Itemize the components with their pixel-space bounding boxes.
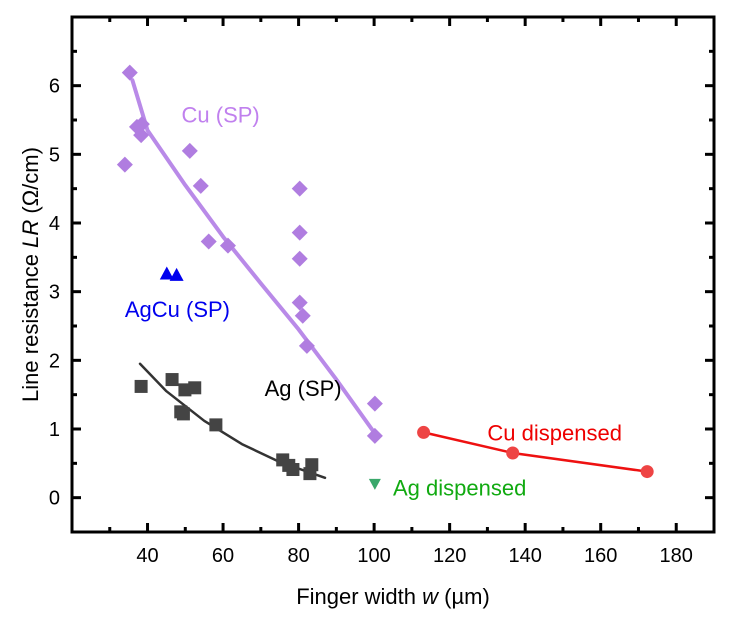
data-point (366, 427, 383, 444)
annotation-cu-sp: Cu (SP) (182, 103, 260, 128)
data-point (368, 478, 381, 490)
data-point (305, 458, 319, 472)
x-tick-label: 60 (212, 545, 234, 567)
data-point (291, 180, 308, 197)
y-axis-title: Line resistance LR (Ω/cm) (18, 147, 43, 402)
series-agcu-sp (159, 266, 184, 281)
data-point (200, 233, 217, 250)
fit-line-cu-sp (130, 78, 377, 435)
y-tick-label: 0 (49, 488, 60, 510)
fit-lines (130, 78, 649, 480)
data-point (116, 156, 133, 173)
data-point (366, 395, 383, 412)
data-point (178, 383, 192, 397)
y-tick-label: 6 (49, 76, 60, 98)
annotation-ag-dispensed: Ag dispensed (393, 475, 526, 500)
x-tick-label: 100 (357, 545, 390, 567)
x-tick-label: 140 (508, 545, 541, 567)
data-point (181, 142, 198, 159)
data-markers (116, 64, 654, 490)
data-point (506, 446, 520, 460)
y-tick-label: 3 (49, 282, 60, 304)
data-point (169, 267, 184, 281)
annotation-ag-sp: Ag (SP) (265, 376, 342, 401)
data-point (640, 465, 654, 479)
data-point (192, 177, 209, 194)
series-ag-dispensed (368, 478, 381, 490)
data-point (209, 418, 223, 432)
x-tick-label: 80 (287, 545, 309, 567)
data-point (165, 373, 179, 387)
y-tick-label: 2 (49, 350, 60, 372)
data-point (133, 127, 150, 144)
x-tick-label: 40 (136, 545, 158, 567)
data-point (188, 381, 202, 395)
data-point (286, 463, 300, 477)
x-tick-label: 160 (584, 545, 617, 567)
annotations: Cu (SP) AgCu (SP) Ag (SP) Ag dispensed Cu di… (125, 103, 622, 501)
series-ag-sp (134, 373, 319, 481)
series-cu-sp (116, 64, 383, 444)
data-point (159, 266, 174, 280)
data-point (133, 116, 150, 133)
y-tick-label: 1 (49, 419, 60, 441)
series-cu-dispensed (417, 425, 654, 479)
y-tick-label: 4 (49, 213, 60, 235)
data-point (134, 379, 148, 393)
annotation-cu-dispensed: Cu dispensed (487, 420, 622, 445)
data-point (291, 224, 308, 241)
data-point (176, 407, 190, 421)
data-point (298, 337, 315, 354)
x-axis-title: Finger width w (µm) (296, 584, 490, 609)
x-tick-label: 180 (660, 545, 693, 567)
data-point (294, 307, 311, 324)
axis-ticks: 40 60 80 100 120 140 160 180 0 1 2 3 4 5 6 (49, 17, 714, 567)
data-point (121, 64, 138, 81)
annotation-agcu-sp: AgCu (SP) (125, 297, 230, 322)
data-point (417, 425, 431, 439)
data-point (291, 294, 308, 311)
plot-frame (70, 15, 716, 534)
data-point (291, 250, 308, 267)
y-tick-label: 5 (49, 144, 60, 166)
data-point (219, 237, 236, 254)
x-tick-label: 120 (433, 545, 466, 567)
